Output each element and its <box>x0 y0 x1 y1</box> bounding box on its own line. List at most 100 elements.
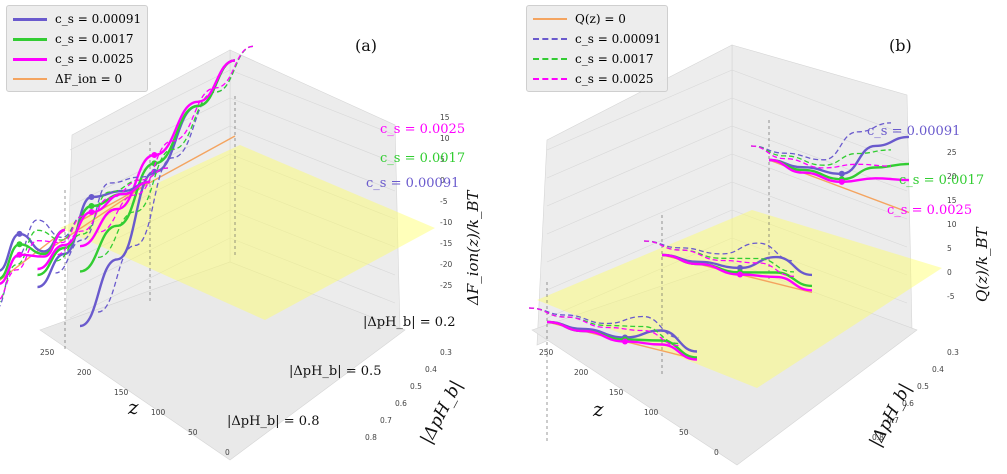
legend-entry: c_s = 0.00091 <box>13 9 141 29</box>
chart-b-z-axis-title: Q(z)/k_BT <box>973 226 991 302</box>
grid-line <box>69 237 231 319</box>
x-tick-label: 100 <box>151 408 166 417</box>
legend-swatch <box>533 78 567 80</box>
chart-b-series-label-0025: c_s = 0.0025 <box>887 203 972 218</box>
z-tick-label: 15 <box>947 196 957 205</box>
grid-line <box>731 125 908 192</box>
grid-line <box>229 125 396 192</box>
y-tick-label: 0.7 <box>380 416 392 425</box>
chart-b-series-label-00091: c_s = 0.00091 <box>867 124 960 139</box>
grid-line <box>229 69 396 136</box>
series-marker <box>838 170 845 177</box>
y-tick-label: 0.8 <box>365 433 377 442</box>
legend-label: c_s = 0.0017 <box>55 32 134 46</box>
z-tick-label: 5 <box>947 244 952 253</box>
series-projection-line <box>0 215 84 301</box>
chart-a-ticks: 151050-5-10-15-20-252502001501005000.30.… <box>40 113 452 457</box>
x-tick-label: 150 <box>609 388 624 397</box>
legend-entry: c_s = 0.0017 <box>13 29 141 49</box>
legend-swatch <box>13 78 47 80</box>
grid-line <box>546 153 733 235</box>
y-tick-label: 0.5 <box>410 382 422 391</box>
legend-label: Q(z) = 0 <box>575 12 626 26</box>
grid-line <box>229 209 396 276</box>
chart-a-legend: c_s = 0.00091 c_s = 0.0017 c_s = 0.0025 … <box>6 5 149 92</box>
y-tick-label: 0.5 <box>917 382 929 391</box>
grid-line <box>731 69 908 136</box>
z-tick-label: -5 <box>947 292 955 301</box>
y-tick-label: 0.7 <box>887 416 899 425</box>
z-tick-label: 20 <box>947 172 957 181</box>
series-marker <box>838 178 845 185</box>
x-tick-label: 50 <box>188 428 198 437</box>
y-tick-label: 0.6 <box>395 399 407 408</box>
chart-b-panel-label: (b) <box>889 36 912 55</box>
grid-line <box>69 97 231 179</box>
series-marker <box>151 152 158 158</box>
x-tick-label: 0 <box>225 448 230 457</box>
chart-b-legend: Q(z) = 0 c_s = 0.00091 c_s = 0.0017 c_s … <box>526 5 669 92</box>
chart-b-y-axis-title: |ΔpH_b| <box>866 380 916 450</box>
y-tick-label: 0.6 <box>902 399 914 408</box>
legend-label: c_s = 0.0025 <box>575 72 654 86</box>
chart-a-series-label-00091: c_s = 0.00091 <box>366 176 459 191</box>
x-tick-label: 0 <box>714 448 719 457</box>
chart-b-x-axis-title: z <box>592 397 604 421</box>
grid-line <box>69 69 231 151</box>
legend-swatch <box>533 58 567 60</box>
chart-a-annotation-ph08: |ΔpH_b| = 0.8 <box>227 414 319 429</box>
y-tick-label: 0.4 <box>425 365 437 374</box>
chart-b-ticks: 2520151050-52502001501005000.30.40.50.60… <box>539 148 959 457</box>
legend-entry: c_s = 0.00091 <box>533 29 661 49</box>
legend-swatch <box>13 37 47 41</box>
x-tick-label: 150 <box>114 388 129 397</box>
legend-swatch <box>13 57 47 61</box>
legend-swatch <box>13 17 47 21</box>
y-tick-label: 0.3 <box>947 348 959 357</box>
series-marker <box>88 209 95 215</box>
grid-line <box>731 153 908 220</box>
grid-line <box>229 237 396 304</box>
chart-b-series <box>528 120 910 442</box>
chart-a-series-label-0017: c_s = 0.0017 <box>380 151 465 166</box>
grid-line <box>229 153 396 220</box>
chart-a-panel-label: (a) <box>355 36 378 55</box>
series-projection-line <box>55 167 169 262</box>
legend-entry: c_s = 0.0017 <box>533 49 661 69</box>
series-marker <box>151 160 158 167</box>
chart-a-x-axis-title: z <box>127 395 139 419</box>
chart-b-zero-plane <box>537 210 942 388</box>
series-projection-line <box>750 145 892 166</box>
chart-a-canvas: 151050-5-10-15-20-252502001501005000.30.… <box>0 45 482 461</box>
series-projection-line <box>528 307 680 339</box>
series-marker <box>88 194 95 200</box>
chart-a-y-axis-title: |ΔpH_b| <box>417 377 467 447</box>
grid-line <box>731 181 908 248</box>
grid-line <box>731 97 908 164</box>
z-tick-label: 10 <box>440 134 450 143</box>
series-marker <box>16 251 23 258</box>
chart-b-series-label-0017: c_s = 0.0017 <box>899 173 984 188</box>
legend-label: c_s = 0.0017 <box>575 52 654 66</box>
legend-swatch <box>533 18 567 20</box>
series-marker <box>16 230 23 237</box>
grid-line <box>546 69 733 151</box>
chart-panel-a: 15 10 5 0 -5 -10 -15 -20 -25 250 200 150 100 50 0 0.3 0.… <box>0 0 500 474</box>
legend-label: c_s = 0.00091 <box>575 32 662 46</box>
y-tick-label: 0.3 <box>440 348 452 357</box>
chart-a-grid <box>69 69 396 319</box>
zero-reference-line <box>79 135 236 222</box>
chart-a-series-label-0025: c_s = 0.0025 <box>380 122 465 137</box>
z-tick-label: 0 <box>440 176 445 185</box>
z-tick-label: 25 <box>947 148 957 157</box>
zero-reference-line <box>0 229 66 282</box>
z-tick-label: 0 <box>947 268 952 277</box>
x-tick-label: 50 <box>679 428 689 437</box>
series-projection-line <box>97 45 254 259</box>
series-projection-line <box>528 307 680 347</box>
z-tick-label: 5 <box>440 155 445 164</box>
legend-entry: Q(z) = 0 <box>533 9 661 29</box>
grid-line <box>731 237 908 304</box>
grid-line <box>546 181 733 263</box>
legend-entry: c_s = 0.0025 <box>13 49 141 69</box>
